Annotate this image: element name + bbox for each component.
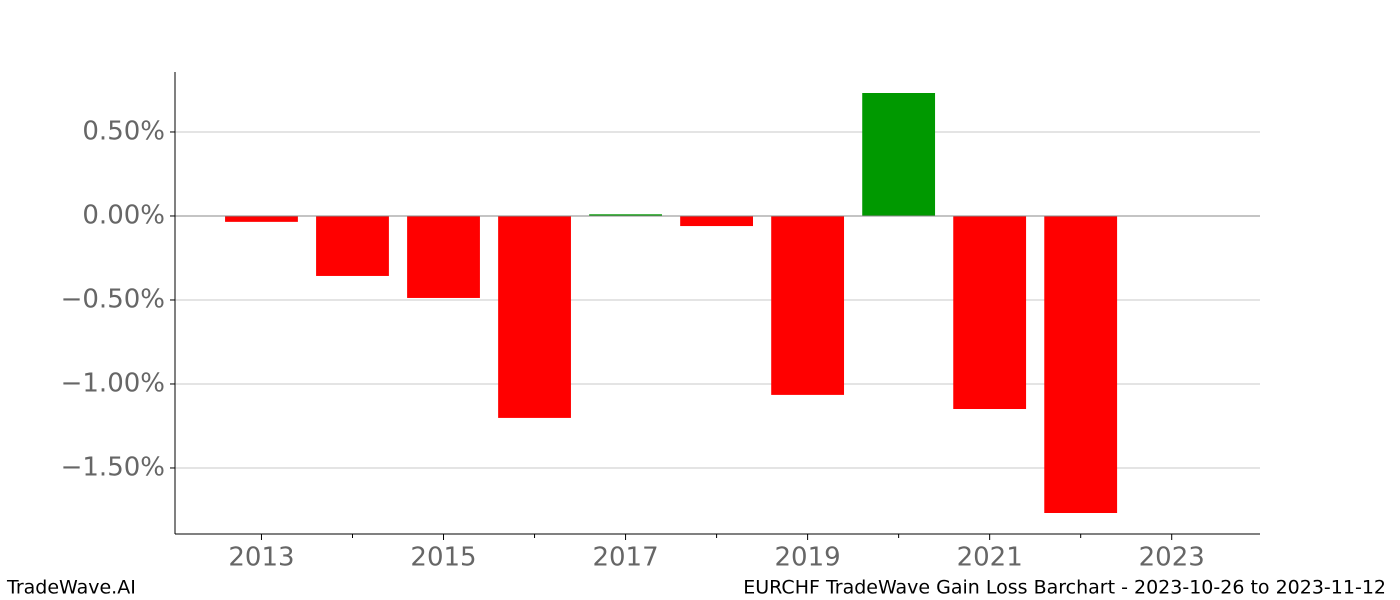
- bar: [498, 215, 571, 418]
- bar: [771, 215, 845, 395]
- x-tick-label: 2017: [592, 543, 658, 573]
- bar: [225, 215, 298, 222]
- bar: [589, 214, 662, 216]
- y-tick-label: −0.50%: [61, 284, 165, 314]
- brand: TradeWave.AI: [6, 577, 136, 599]
- x-tick-label: 2013: [228, 543, 294, 573]
- chart-title: EURCHF TradeWave Gain Loss Barchart - 20…: [743, 577, 1386, 599]
- bar: [862, 93, 936, 216]
- x-tick-label: 2015: [410, 543, 476, 573]
- bar: [316, 215, 389, 276]
- bar: [1044, 215, 1118, 513]
- x-tick-label: 2023: [1139, 543, 1205, 573]
- y-tick-label: 0.00%: [82, 200, 165, 230]
- bar: [680, 215, 753, 227]
- y-tick-label: 0.50%: [82, 116, 165, 146]
- bar: [407, 215, 480, 298]
- bar: [953, 215, 1027, 410]
- y-tick-label: −1.00%: [61, 368, 165, 398]
- x-tick-label: 2019: [775, 543, 841, 573]
- y-tick-label: −1.50%: [61, 452, 165, 482]
- x-tick-label: 2021: [957, 543, 1023, 573]
